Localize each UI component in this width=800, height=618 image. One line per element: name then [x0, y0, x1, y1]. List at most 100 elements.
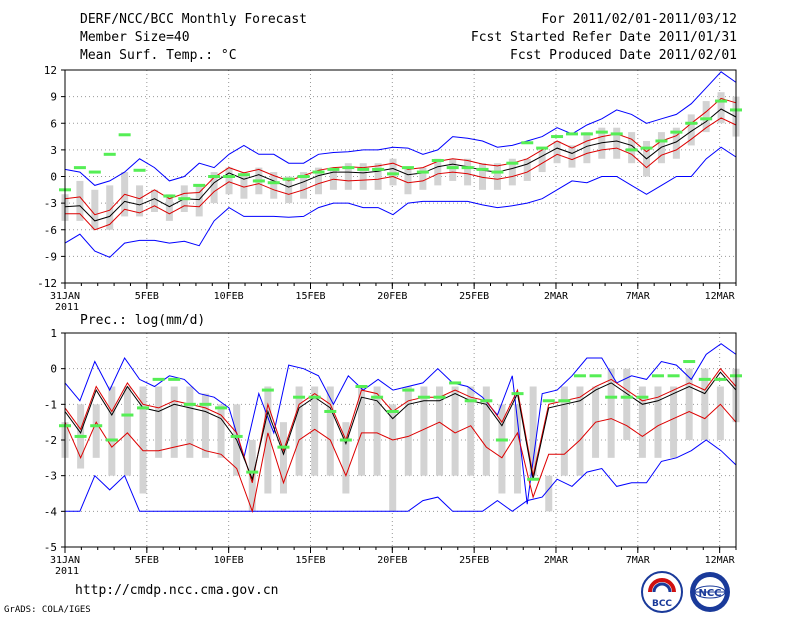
climatology-marker — [297, 175, 310, 178]
svg-text:NCC: NCC — [698, 588, 721, 599]
y-tick-label: -3 — [44, 197, 57, 210]
climatology-marker — [230, 434, 243, 438]
spread-box — [464, 158, 472, 186]
spread-box — [685, 368, 693, 440]
climatology-marker — [495, 438, 508, 442]
spread-box — [108, 386, 116, 476]
climatology-marker — [449, 381, 462, 385]
precip-chart-title: Prec.: log(mm/d) — [80, 313, 205, 328]
climatology-marker — [715, 99, 728, 103]
climatology-marker — [640, 146, 653, 150]
climatology-marker — [480, 399, 493, 403]
y-tick-label: -2 — [44, 434, 57, 447]
spread-box — [314, 167, 322, 195]
climatology-marker — [605, 395, 618, 399]
line-upper-spread — [64, 367, 737, 483]
climatology-marker — [208, 175, 221, 178]
x-tick-label: 5FEB — [135, 291, 159, 302]
x-tick-label: 5FEB — [135, 555, 159, 566]
spread-box — [344, 163, 352, 190]
spread-box — [270, 172, 278, 199]
y-tick-label: 12 — [44, 64, 57, 77]
climatology-marker — [372, 167, 385, 171]
spread-box — [451, 386, 459, 476]
climatology-marker — [246, 470, 259, 474]
x-tick-label: 20FEB — [377, 555, 407, 566]
climatology-marker — [121, 413, 134, 417]
footer-url[interactable]: http://cmdp.ncc.cma.gov.cn — [75, 583, 279, 598]
climatology-marker — [542, 399, 555, 403]
spread-box — [717, 92, 725, 124]
spread-box — [373, 386, 381, 476]
y-tick-label: 3 — [50, 144, 57, 157]
climatology-marker — [168, 377, 181, 381]
climatology-marker — [433, 395, 446, 399]
climatology-marker — [573, 374, 586, 378]
spread-box — [420, 386, 428, 476]
climatology-marker — [685, 121, 698, 125]
spread-box — [91, 189, 99, 230]
climatology-marker — [199, 402, 212, 406]
climatology-marker — [293, 395, 306, 399]
spread-box — [404, 386, 412, 476]
y-tick-label: -9 — [44, 250, 57, 263]
climatology-marker — [558, 399, 571, 403]
spread-box — [623, 368, 631, 440]
spread-box — [523, 158, 531, 181]
x-year-label: 2011 — [55, 302, 79, 313]
climatology-marker — [651, 374, 664, 378]
climatology-marker — [461, 166, 474, 170]
spread-box — [670, 386, 678, 458]
climatology-marker — [580, 132, 593, 136]
spread-box — [498, 404, 506, 494]
spread-box — [529, 386, 537, 476]
spread-box — [701, 368, 709, 440]
climatology-marker — [282, 177, 295, 181]
climatology-marker — [178, 197, 191, 201]
x-tick-label: 2MAR — [544, 291, 569, 302]
spread-box — [538, 149, 546, 173]
x-tick-label: 10FEB — [214, 291, 244, 302]
x-tick-label: 2MAR — [544, 555, 569, 566]
spread-box — [279, 422, 287, 494]
spread-box — [434, 158, 442, 186]
spread-box — [201, 393, 209, 458]
spread-box — [716, 386, 724, 440]
line-upper-spread — [64, 97, 737, 216]
spread-box — [389, 404, 397, 512]
climatology-marker — [655, 139, 668, 143]
spread-box — [155, 386, 163, 458]
spread-box — [672, 127, 680, 159]
spread-box — [583, 132, 591, 164]
climatology-marker — [417, 395, 430, 399]
spread-box — [326, 386, 334, 476]
spread-box — [186, 386, 194, 458]
y-tick-label: -1 — [44, 398, 57, 411]
climatology-marker — [261, 388, 274, 392]
spread-box — [560, 386, 568, 476]
climatology-marker — [401, 166, 414, 170]
spread-box — [508, 158, 516, 186]
y-tick-label: 9 — [50, 91, 57, 104]
spread-box — [702, 101, 710, 133]
climatology-marker — [700, 117, 713, 121]
climatology-marker — [589, 374, 602, 378]
spread-box — [514, 404, 522, 494]
spread-box — [467, 386, 475, 476]
x-tick-label: 10FEB — [214, 555, 244, 566]
climatology-marker — [491, 170, 504, 174]
climatology-marker — [312, 170, 325, 174]
header-period: For 2011/02/01-2011/03/12 — [541, 12, 737, 27]
x-tick-label: 20FEB — [377, 291, 407, 302]
grads-credit: GrADS: COLA/IGES — [4, 605, 91, 615]
spread-box — [195, 185, 203, 217]
spread-box — [482, 386, 490, 476]
climatology-marker — [193, 183, 206, 187]
climatology-marker — [163, 194, 176, 198]
climatology-marker — [402, 388, 415, 392]
climatology-marker — [118, 133, 131, 137]
y-tick-label: 6 — [50, 117, 57, 130]
climatology-marker — [339, 438, 352, 442]
line-ensemble-mean — [64, 108, 737, 222]
bcc-logo: BCC — [641, 571, 683, 613]
